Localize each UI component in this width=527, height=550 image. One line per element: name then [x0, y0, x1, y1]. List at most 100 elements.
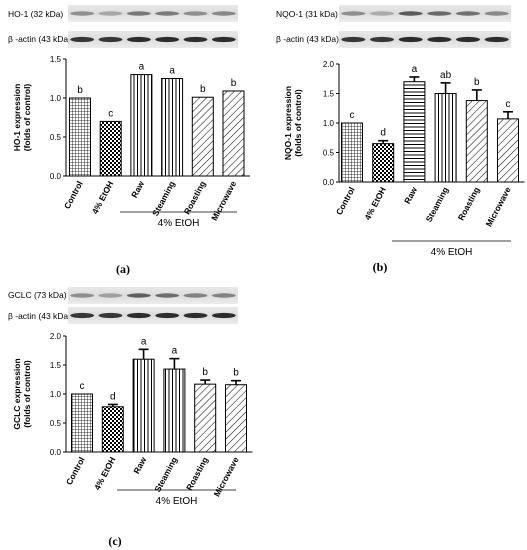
bar — [191, 96, 214, 177]
blot-band — [427, 36, 452, 43]
x-tick-label: Steaming — [152, 455, 179, 493]
bar — [71, 393, 93, 453]
y-tick-label: 2.0 — [323, 60, 335, 69]
bar — [130, 74, 153, 177]
bar — [69, 97, 91, 177]
significance-label: d — [110, 391, 116, 402]
blot-band — [70, 293, 95, 298]
x-tick-label: Raw — [129, 179, 146, 199]
y-tick-label: 0.0 — [50, 448, 62, 457]
blot-band — [369, 36, 395, 43]
blot-band — [183, 312, 208, 319]
bar — [497, 118, 519, 183]
blot-band — [211, 293, 236, 298]
blot-band — [126, 11, 151, 16]
y-tick-label: 1.5 — [323, 90, 335, 99]
blot-label: HO-1 (32 kDa) — [8, 9, 63, 19]
significance-label: a — [169, 66, 175, 77]
bar — [161, 78, 184, 177]
significance-label: b — [474, 77, 480, 88]
x-tick-label: Roasting — [456, 185, 482, 222]
blot-band — [126, 293, 151, 298]
y-axis-label: GCLC expression — [12, 358, 22, 429]
blot-strip — [68, 5, 238, 22]
blot-band — [98, 11, 123, 16]
x-tick-label: Roasting — [184, 455, 210, 492]
blot-band — [155, 36, 180, 43]
bar — [372, 143, 395, 183]
significance-label: c — [80, 381, 85, 392]
x-tick-label: Raw — [131, 455, 148, 475]
blot-band — [484, 36, 509, 43]
blot-band — [70, 36, 95, 43]
blot-strip — [68, 287, 238, 304]
y-axis-label: (folds of control) — [22, 360, 32, 428]
x-tick-label: 4% EtOH — [90, 179, 116, 215]
blot-band — [126, 36, 151, 43]
blot-band — [484, 11, 509, 16]
x-tick-label: Control — [64, 455, 87, 486]
y-axis-label: (folds of control) — [22, 84, 32, 152]
x-tick-label: Control — [334, 185, 357, 216]
blot-band — [183, 293, 208, 298]
bar — [99, 120, 122, 177]
significance-label: b — [233, 368, 239, 379]
x-tick-label: 4% EtOH — [92, 455, 118, 491]
y-tick-label: 1.5 — [50, 361, 62, 370]
y-tick-label: 0.5 — [50, 133, 62, 142]
y-tick-label: 0.5 — [50, 419, 62, 428]
blot-band — [211, 36, 236, 43]
blot-label: NQO-1 (31 kDa) — [276, 9, 338, 19]
chart-panel-1: HO-1 (32 kDa) β -actin (43 kDa) 0.0 0.5 1.0 1… — [8, 5, 250, 276]
blot-band — [98, 293, 123, 298]
bar — [163, 368, 186, 453]
bar — [194, 383, 217, 453]
blot-band — [398, 11, 423, 16]
blot-band — [183, 11, 208, 16]
bar — [132, 358, 155, 453]
group-label: 4% EtOH — [156, 496, 198, 507]
significance-label: b — [202, 367, 208, 378]
group-label: 4% EtOH — [431, 247, 473, 258]
significance-label: c — [108, 108, 113, 119]
x-tick-label: Control — [62, 179, 85, 210]
blot-band — [211, 312, 236, 319]
bar — [465, 100, 488, 183]
y-tick-label: 1.0 — [323, 119, 335, 128]
bar — [101, 406, 124, 453]
significance-label: a — [172, 346, 178, 357]
chart-panel-3: GCLC (73 kDa) β -actin (43 kDa) 0.0 0.5 1.0 1… — [8, 287, 253, 548]
blot-band — [211, 11, 236, 16]
y-axis-label: NQO-1 expression — [283, 86, 293, 160]
y-tick-label: 0.5 — [323, 149, 335, 158]
significance-label: b — [200, 84, 206, 95]
bar — [434, 93, 457, 183]
blot-band — [183, 36, 208, 43]
bar — [403, 81, 426, 183]
blot-label: β -actin (43 kDa) — [8, 34, 71, 44]
significance-label: ab — [440, 70, 452, 81]
blot-band — [126, 312, 151, 319]
blot-label: β -actin (43 kDa) — [8, 311, 71, 321]
blot-band — [455, 36, 481, 43]
blot-band — [98, 36, 123, 43]
x-tick-label: 4% EtOH — [362, 185, 388, 221]
y-axis-label: HO-1 expression — [12, 84, 22, 152]
y-tick-label: 1.0 — [50, 390, 62, 399]
y-tick-label: 0.0 — [50, 172, 62, 181]
blot-band — [98, 312, 123, 319]
x-tick-label: Microwave — [484, 185, 513, 228]
blot-band — [70, 312, 95, 319]
blot-band — [427, 11, 452, 16]
blot-band — [155, 11, 180, 16]
significance-label: c — [506, 99, 511, 110]
significance-label: a — [412, 64, 418, 75]
x-tick-label: Microwave — [209, 179, 238, 222]
x-tick-label: Steaming — [424, 185, 451, 223]
blot-strip — [68, 307, 238, 324]
significance-label: a — [139, 62, 145, 73]
x-tick-label: Microwave — [212, 455, 241, 498]
blot-band — [341, 36, 366, 43]
blot-band — [369, 11, 395, 16]
bar — [225, 384, 247, 453]
